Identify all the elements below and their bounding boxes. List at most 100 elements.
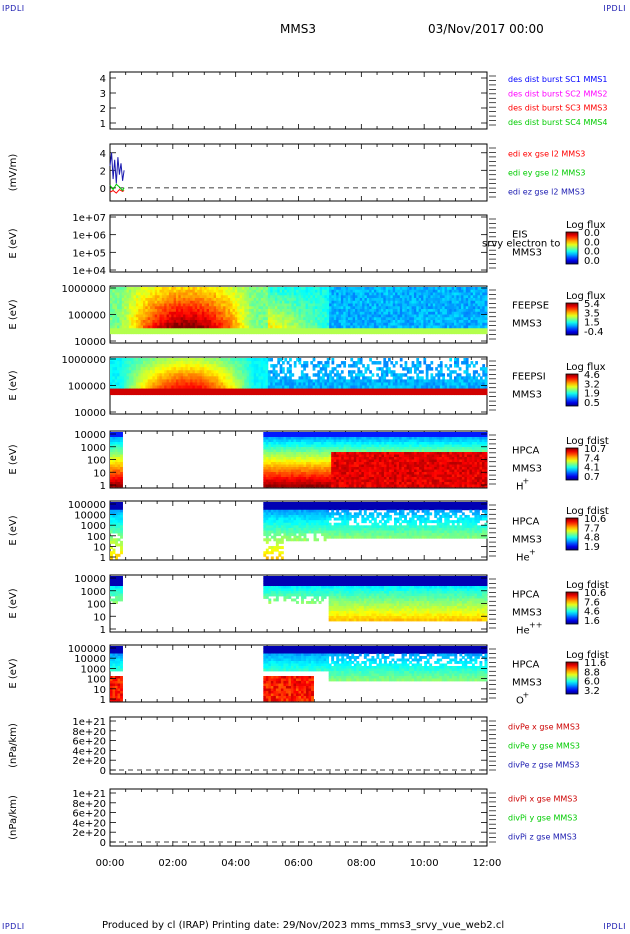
spectrogram-cell: [272, 376, 276, 380]
spectrogram-cell: [350, 325, 354, 329]
spectrogram-cell: [472, 370, 476, 374]
spectrogram-cell: [411, 325, 415, 329]
spectrogram-cell: [227, 314, 231, 318]
spectrogram-cell: [442, 331, 445, 335]
spectrogram-cell: [273, 464, 277, 468]
spectrogram-cell: [121, 298, 125, 302]
spectrogram-cell: [173, 298, 177, 302]
spectrogram-cell: [110, 320, 113, 324]
spectrogram-cell: [145, 379, 149, 383]
spectrogram-cell: [260, 317, 264, 321]
spectrogram-cell: [192, 309, 196, 313]
spectrogram-cell: [444, 295, 448, 299]
spectrogram-cell: [392, 322, 396, 326]
spectrogram-cell: [442, 322, 445, 326]
spectrogram-cell: [345, 292, 349, 296]
spectrogram-cell: [197, 306, 200, 310]
spectrogram-cell: [194, 317, 198, 321]
spectrogram-cell: [157, 382, 160, 386]
spectrogram-cell: [378, 309, 382, 313]
spectrogram-cell: [251, 367, 255, 371]
spectrogram-cell: [437, 382, 441, 386]
spectrogram-cell: [268, 467, 272, 470]
spectrogram-cell: [446, 388, 450, 393]
y-tick-label: 10000: [74, 408, 106, 419]
spectrogram-cell: [115, 462, 118, 465]
spectrogram-cell: [286, 295, 290, 299]
spectrogram-cell: [145, 303, 149, 307]
spectrogram-cell: [168, 328, 172, 332]
spectrogram-cell: [157, 364, 160, 368]
spectrogram-cell: [289, 385, 292, 389]
spectrogram-cell: [338, 295, 342, 299]
spectrogram-cell: [324, 391, 328, 396]
spectrogram-cell: [402, 379, 405, 383]
spectrogram-cell: [300, 300, 304, 304]
spectrogram-cell: [484, 382, 488, 386]
spectrogram-cell: [124, 364, 127, 368]
spectrogram-cell: [120, 442, 123, 445]
spectrogram-cell: [173, 331, 177, 335]
spectrogram-cell: [216, 331, 219, 335]
spectrogram-cell: [204, 382, 208, 386]
spectrogram-cell: [338, 391, 342, 396]
spectrogram-cell: [475, 391, 478, 396]
spectrogram-cell: [180, 370, 184, 374]
spectrogram-cell: [159, 311, 163, 315]
spectrogram-cell: [385, 309, 389, 313]
spectrogram-cell: [164, 317, 167, 321]
spectrogram-cell: [133, 379, 137, 383]
spectrogram-cell: [263, 295, 266, 299]
spectrogram-cell: [482, 367, 486, 371]
spectrogram-cell: [484, 292, 488, 296]
spectrogram-cell: [307, 379, 311, 383]
spectrogram-cell: [357, 317, 361, 321]
spectrogram-cell: [241, 364, 245, 368]
spectrogram-cell: [192, 306, 196, 310]
spectrogram-cell: [298, 295, 302, 299]
spectrogram-cell: [364, 289, 368, 293]
spectrogram-cell: [267, 298, 271, 302]
spectrogram-cell: [249, 391, 252, 396]
spectrogram-cell: [119, 306, 123, 310]
spectrogram-cell: [279, 306, 283, 310]
spectrogram-cell: [218, 385, 222, 389]
spectrogram-cell: [192, 328, 196, 332]
spectrogram-cell: [263, 300, 266, 304]
spectrogram-cell: [133, 309, 137, 313]
spectrogram-cell: [112, 449, 116, 453]
spectrogram-cell: [470, 379, 474, 383]
spectrogram-cell: [270, 325, 273, 329]
spectrogram-cell: [305, 303, 309, 307]
spectrogram-cell: [237, 388, 240, 393]
spectrogram-cell: [249, 303, 252, 307]
spectrogram-cell: [282, 314, 285, 318]
spectrogram-cell: [442, 382, 445, 386]
spectrogram-cell: [152, 300, 156, 304]
spectrogram-cell: [173, 328, 177, 332]
spectrogram-cell: [164, 325, 167, 329]
spectrogram-cell: [324, 314, 328, 318]
spectrogram-cell: [383, 306, 387, 310]
spectrogram-cell: [413, 295, 417, 299]
spectrogram-cell: [272, 295, 276, 299]
spectrogram-cell: [249, 317, 252, 321]
series-line: [109, 188, 125, 194]
spectrogram-cell: [175, 364, 179, 368]
spectrogram-cell: [324, 325, 328, 329]
spectrogram-cell: [366, 320, 370, 324]
spectrogram-cell: [192, 391, 196, 396]
spectrogram-cell: [439, 385, 443, 389]
spectrogram-cell: [211, 300, 215, 304]
spectrogram-cell: [482, 303, 486, 307]
spectrogram-cell: [138, 322, 142, 326]
spectrogram-cell: [157, 367, 160, 371]
spectrogram-cell: [249, 292, 252, 296]
spectrogram-cell: [326, 331, 330, 335]
spectrogram-cell: [216, 287, 219, 291]
spectrogram-cell: [314, 289, 318, 293]
spectrogram-cell: [298, 325, 302, 329]
spectrogram-cell: [131, 287, 134, 291]
spectrogram-cell: [454, 289, 457, 293]
spectrogram-cell: [418, 295, 422, 299]
